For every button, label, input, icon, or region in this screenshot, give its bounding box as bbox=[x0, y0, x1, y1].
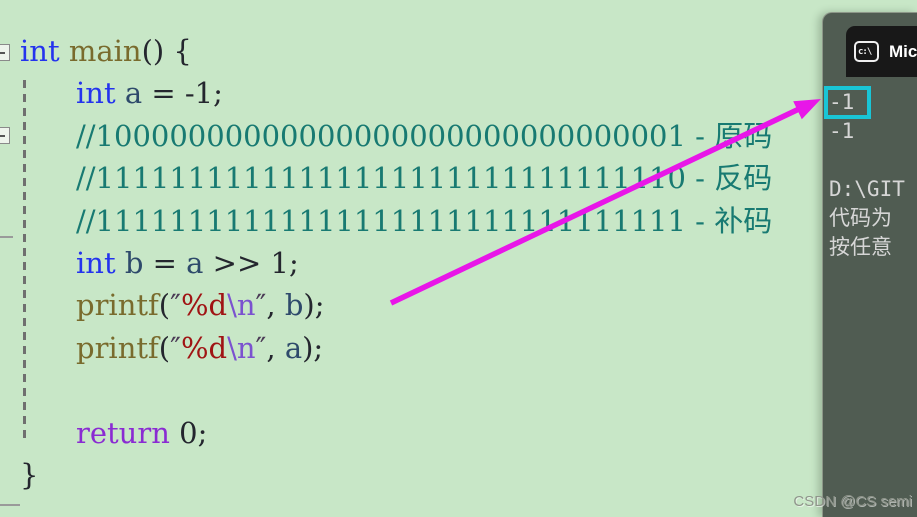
code-token: a bbox=[186, 245, 204, 280]
code-line[interactable]: printf(″%d\n″, b); bbox=[20, 284, 817, 326]
code-token: int bbox=[76, 76, 116, 111]
code-line[interactable]: printf(″%d\n″, a); bbox=[20, 327, 817, 369]
code-token: ( bbox=[158, 288, 171, 323]
code-token: 0; bbox=[169, 415, 208, 450]
code-token: a bbox=[284, 330, 303, 365]
fold-region-tick bbox=[0, 504, 20, 506]
console-line bbox=[829, 146, 917, 175]
console-line: 代码为 bbox=[829, 206, 892, 230]
code-token: ( bbox=[158, 330, 171, 365]
console-line: D:\GIT bbox=[829, 177, 905, 201]
code-token: //11111111111111111111111111111110 - 反码 bbox=[76, 161, 773, 196]
console-window: c:\ Mic -1 -1 D:\GIT 代码为按任意 bbox=[822, 12, 917, 517]
code-line[interactable]: return 0; bbox=[20, 412, 817, 454]
code-token: return bbox=[76, 415, 170, 450]
fold-dash-icon bbox=[0, 134, 5, 137]
code-token: printf bbox=[76, 288, 159, 323]
fold-dash-icon bbox=[0, 51, 5, 54]
console-tab-title: Mic bbox=[889, 41, 917, 61]
fold-region-tick bbox=[0, 236, 13, 238]
code-token: main bbox=[68, 34, 142, 68]
output-highlight-box bbox=[824, 86, 871, 119]
code-token bbox=[60, 34, 69, 68]
code-token: () { bbox=[141, 34, 192, 68]
code-token: //11111111111111111111111111111111 - 补码 bbox=[76, 203, 773, 238]
code-token bbox=[116, 246, 125, 280]
console-line: -1 bbox=[829, 90, 855, 114]
code-token: , bbox=[266, 288, 285, 323]
fold-collapse-icon[interactable] bbox=[0, 44, 10, 61]
code-token: ); bbox=[303, 288, 325, 323]
console-output: -1 -1 D:\GIT 代码为按任意 bbox=[829, 88, 917, 262]
code-token: >> 1; bbox=[203, 245, 299, 280]
code-token: b bbox=[284, 288, 304, 323]
command-prompt-icon-label: c:\ bbox=[858, 46, 872, 57]
code-token: ″ bbox=[255, 288, 267, 323]
code-line[interactable]: //10000000000000000000000000000001 - 原码 bbox=[20, 115, 817, 157]
code-token: //10000000000000000000000000000001 - 原码 bbox=[76, 118, 773, 153]
code-line[interactable]: //11111111111111111111111111111111 - 补码 bbox=[20, 200, 817, 242]
code-line[interactable]: int a = -1; bbox=[20, 72, 817, 114]
code-token: \n bbox=[227, 288, 256, 323]
code-token: ); bbox=[302, 330, 324, 365]
code-line[interactable]: int main() { bbox=[20, 30, 817, 72]
code-token: int bbox=[20, 34, 60, 68]
code-token: , bbox=[266, 330, 285, 365]
code-token: \n bbox=[227, 330, 256, 365]
code-token: } bbox=[20, 457, 39, 492]
code-token: = bbox=[143, 245, 187, 280]
watermark: CSDN @CS semi bbox=[793, 493, 912, 510]
console-tab[interactable]: c:\ Mic bbox=[846, 26, 917, 77]
console-line: -1 bbox=[829, 119, 855, 143]
code-token: int bbox=[76, 245, 116, 280]
code-token bbox=[116, 76, 125, 110]
code-token: %d bbox=[180, 288, 228, 323]
code-line[interactable]: } bbox=[20, 454, 817, 496]
code-line[interactable]: int b = a >> 1; bbox=[20, 242, 817, 284]
console-line: 按任意 bbox=[829, 235, 892, 259]
indent-guide-line bbox=[23, 80, 26, 443]
code-token: = -1; bbox=[142, 76, 223, 111]
code-token: %d bbox=[180, 330, 228, 365]
code-token: ″ bbox=[170, 330, 181, 365]
code-token: ″ bbox=[170, 288, 181, 323]
code-token: a bbox=[124, 76, 143, 111]
fold-collapse-icon[interactable] bbox=[0, 127, 10, 144]
code-token: b bbox=[124, 245, 144, 280]
command-prompt-icon: c:\ bbox=[854, 41, 879, 62]
code-line[interactable] bbox=[20, 369, 817, 411]
code-token: ″ bbox=[255, 330, 267, 365]
code-token: printf bbox=[76, 330, 159, 365]
code-area[interactable]: int main() {int a = -1;//100000000000000… bbox=[20, 30, 817, 496]
code-line[interactable]: //11111111111111111111111111111110 - 反码 bbox=[20, 157, 817, 199]
